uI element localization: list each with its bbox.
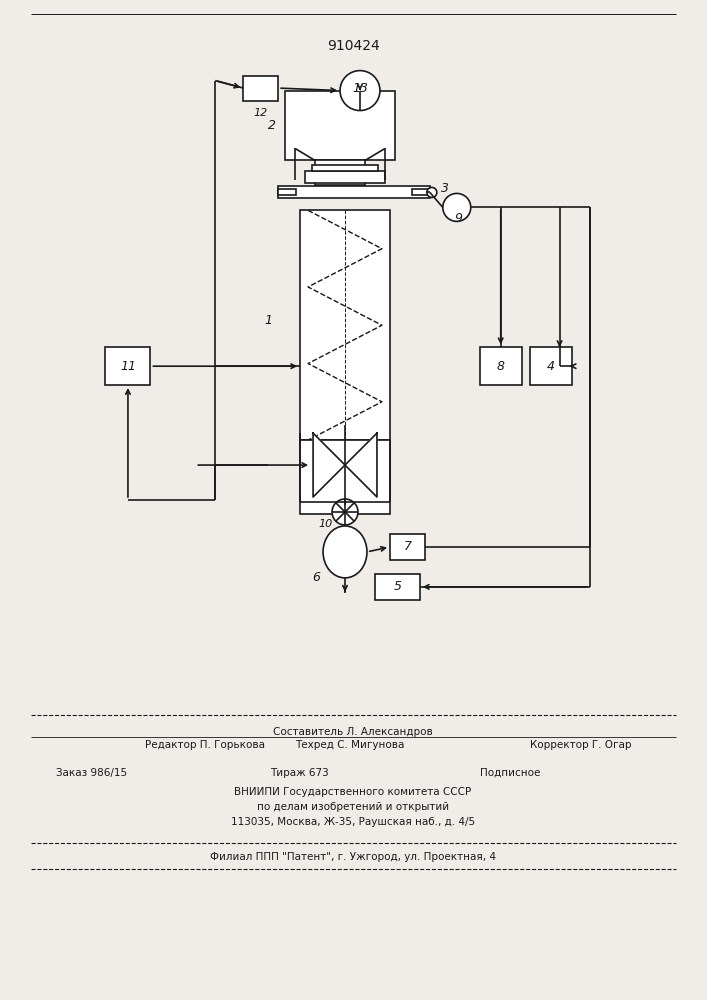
Text: Техред С. Мигунова: Техред С. Мигунова (295, 740, 404, 750)
Bar (315, 160, 365, 185)
Circle shape (332, 499, 358, 525)
Text: Редактор П. Горькова: Редактор П. Горькова (146, 740, 265, 750)
Bar (375, 574, 420, 600)
Text: Заказ 986/15: Заказ 986/15 (56, 768, 127, 778)
Ellipse shape (323, 526, 367, 578)
Text: по делам изобретений и открытий: по делам изобретений и открытий (257, 802, 449, 812)
Text: 2: 2 (268, 119, 276, 132)
Text: Филиал ППП "Патент", г. Ужгород, ул. Проектная, 4: Филиал ППП "Патент", г. Ужгород, ул. Про… (210, 852, 496, 862)
Text: 7: 7 (404, 540, 411, 553)
Circle shape (443, 193, 471, 221)
Text: Корректор Г. Огар: Корректор Г. Огар (530, 740, 631, 750)
Text: 6: 6 (312, 571, 320, 584)
Bar (243, 76, 278, 101)
Bar (278, 189, 296, 195)
Polygon shape (313, 433, 345, 497)
Bar (412, 189, 430, 195)
Bar (390, 534, 425, 560)
Bar (530, 347, 571, 385)
Text: 10: 10 (319, 519, 333, 529)
Text: 5: 5 (393, 580, 402, 593)
Circle shape (340, 71, 380, 111)
Text: 13: 13 (352, 82, 368, 95)
Bar (105, 347, 151, 385)
Text: 113035, Москва, Ж-35, Раушская наб., д. 4/5: 113035, Москва, Ж-35, Раушская наб., д. … (231, 817, 475, 827)
Bar (278, 186, 430, 198)
Polygon shape (345, 433, 377, 497)
Bar (480, 347, 522, 385)
Text: Тираж 673: Тираж 673 (270, 768, 329, 778)
Text: 12: 12 (254, 108, 268, 118)
Bar (312, 165, 378, 171)
Text: Составитель Л. Александров: Составитель Л. Александров (273, 727, 433, 737)
Bar (300, 440, 390, 514)
Text: 11: 11 (120, 360, 136, 373)
Bar (285, 91, 395, 160)
Bar (305, 171, 385, 183)
Bar (300, 210, 390, 440)
Text: 1: 1 (264, 314, 272, 327)
Text: 8: 8 (497, 360, 505, 373)
Circle shape (427, 187, 437, 197)
Text: 9: 9 (455, 212, 463, 225)
Text: 910424: 910424 (327, 39, 380, 53)
Text: 3: 3 (441, 182, 449, 195)
Text: 4: 4 (547, 360, 554, 373)
Text: Подписное: Подписное (480, 768, 540, 778)
Text: ВНИИПИ Государственного комитета СССР: ВНИИПИ Государственного комитета СССР (235, 787, 472, 797)
